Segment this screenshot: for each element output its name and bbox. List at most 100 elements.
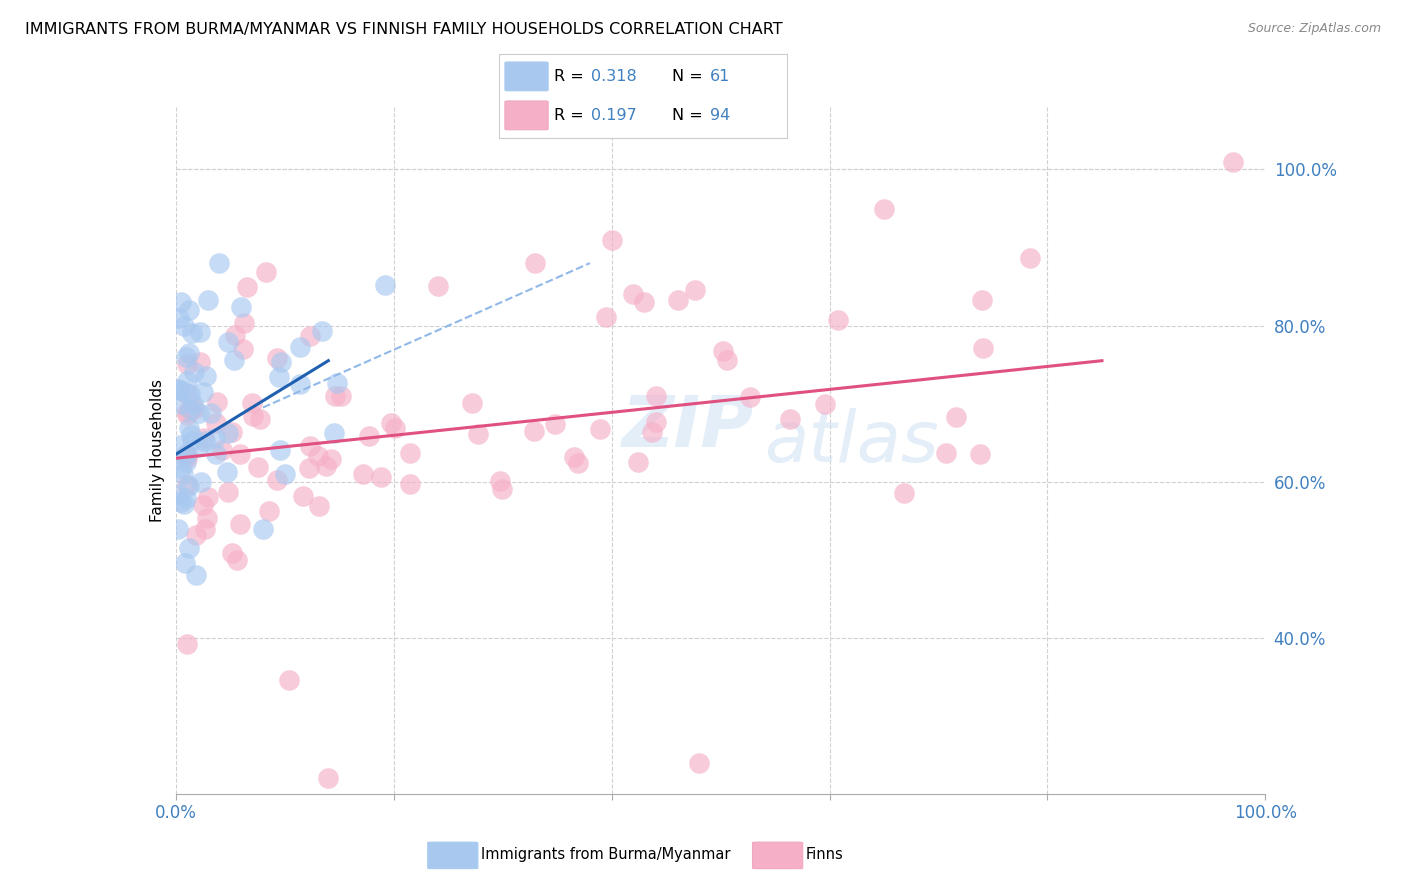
Point (170, 495, 193, 509)
Point (184, 528, 207, 542)
Point (524, 256, 547, 270)
Point (204, 447, 226, 461)
Point (217, 465, 239, 479)
Point (217, 334, 239, 349)
Point (204, 431, 226, 445)
Point (269, 442, 291, 457)
Point (172, 384, 194, 398)
Point (935, 446, 957, 460)
Text: 0.197: 0.197 (592, 108, 637, 123)
Point (208, 256, 231, 270)
Point (191, 498, 214, 512)
Point (242, 409, 264, 424)
Text: IMMIGRANTS FROM BURMA/MYANMAR VS FINNISH FAMILY HOUSEHOLDS CORRELATION CHART: IMMIGRANTS FROM BURMA/MYANMAR VS FINNISH… (25, 22, 783, 37)
Point (467, 427, 489, 442)
Point (197, 490, 219, 504)
Text: Source: ZipAtlas.com: Source: ZipAtlas.com (1247, 22, 1381, 36)
Point (277, 673, 299, 687)
Point (176, 374, 198, 388)
Text: 94: 94 (710, 108, 730, 123)
Point (176, 478, 198, 492)
Point (299, 440, 322, 454)
Point (170, 397, 193, 411)
Point (174, 447, 197, 461)
Point (274, 467, 297, 481)
Point (194, 522, 217, 536)
Text: R =: R = (554, 69, 589, 84)
Point (194, 434, 217, 448)
Point (779, 411, 801, 425)
Point (179, 401, 201, 416)
Point (827, 313, 849, 327)
Point (266, 351, 288, 365)
Point (232, 316, 254, 330)
Point (176, 448, 198, 462)
Point (567, 456, 589, 470)
Text: 61: 61 (710, 69, 730, 84)
Point (177, 479, 200, 493)
Point (270, 355, 292, 369)
FancyBboxPatch shape (427, 842, 478, 869)
Text: Finns: Finns (806, 847, 844, 862)
Point (357, 429, 380, 443)
Point (174, 491, 197, 505)
Point (174, 556, 197, 570)
Point (427, 279, 450, 293)
Point (188, 355, 211, 369)
Point (217, 425, 239, 440)
Text: R =: R = (554, 108, 589, 123)
Point (177, 302, 200, 317)
Point (627, 455, 650, 469)
Text: ZIP: ZIP (621, 392, 754, 461)
Point (187, 440, 209, 454)
Point (666, 293, 689, 308)
Point (640, 425, 662, 440)
Point (181, 397, 204, 411)
Point (176, 408, 198, 422)
Point (315, 458, 337, 473)
Point (180, 434, 202, 449)
Point (398, 477, 420, 491)
Point (221, 425, 243, 439)
Point (621, 287, 644, 301)
Text: Immigrants from Burma/Myanmar: Immigrants from Burma/Myanmar (481, 847, 730, 862)
Point (298, 460, 321, 475)
Point (645, 415, 668, 429)
Point (489, 474, 512, 488)
Point (588, 422, 610, 436)
Point (292, 489, 315, 503)
Point (179, 386, 201, 401)
Point (945, 410, 967, 425)
Point (325, 376, 347, 391)
Point (266, 473, 288, 487)
Point (167, 382, 190, 396)
Point (179, 346, 201, 360)
Point (205, 416, 228, 430)
Point (170, 295, 193, 310)
Point (544, 417, 567, 432)
Y-axis label: Family Households: Family Households (149, 379, 165, 522)
Point (236, 280, 259, 294)
Point (384, 421, 406, 435)
Text: 0.318: 0.318 (592, 69, 637, 84)
Point (205, 395, 228, 409)
Point (174, 351, 197, 365)
Point (323, 389, 346, 403)
Point (173, 498, 195, 512)
Text: atlas: atlas (763, 409, 939, 477)
Point (197, 293, 219, 307)
Point (299, 329, 322, 343)
Point (200, 406, 222, 420)
Point (290, 377, 312, 392)
FancyBboxPatch shape (505, 101, 548, 130)
Point (1222, 154, 1244, 169)
Point (217, 485, 239, 500)
Point (1018, 252, 1040, 266)
Point (193, 431, 215, 445)
Point (176, 637, 198, 651)
Point (352, 467, 374, 481)
Point (195, 369, 218, 384)
Point (225, 553, 247, 567)
Point (460, 395, 482, 409)
Point (222, 353, 245, 368)
